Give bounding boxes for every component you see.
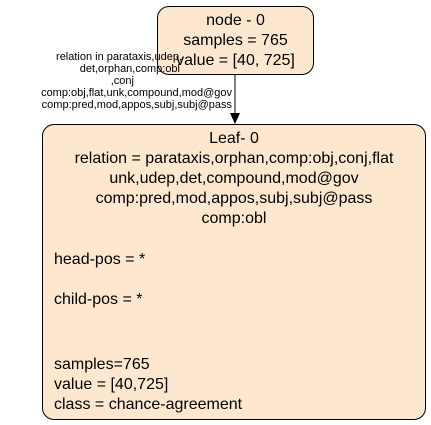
leaf-relation-line: relation = parataxis,orphan,comp:obj,con… <box>74 150 394 167</box>
root-samples: samples = 765 <box>183 32 288 49</box>
leaf-child-pos: child-pos = * <box>54 291 143 308</box>
root-value: value = [40, 725] <box>176 52 295 69</box>
root-node: node - 0 samples = 765 value = [40, 725] <box>157 6 314 75</box>
edge-label-line: comp:obj,flat,unk,compound,mod@gov <box>41 87 232 99</box>
leaf-value: value = [40,725] <box>54 376 169 393</box>
edge-label-line: ,conj <box>110 75 134 87</box>
leaf-class: class = chance-agreement <box>54 396 243 413</box>
leaf-title: Leaf- 0 <box>209 130 259 147</box>
leaf-head-pos: head-pos = * <box>54 251 146 268</box>
leaf-node: Leaf- 0 relation = parataxis,orphan,comp… <box>42 124 426 420</box>
leaf-relation-line: comp:pred,mod,appos,subj,subj@pass <box>95 190 373 207</box>
edge-arrowhead <box>230 113 240 124</box>
leaf-relation-line: unk,udep,det,compound,mod@gov <box>109 170 359 187</box>
root-title: node - 0 <box>206 12 265 29</box>
leaf-relation-line: comp:obl <box>201 210 267 227</box>
edge-label: relation in parataxis,udep, det,orphan,c… <box>0 51 232 111</box>
edge-label-line: relation in parataxis,udep, <box>56 51 182 63</box>
edge-label-line: comp:pred,mod,appos,subj,subj@pass <box>41 99 232 111</box>
edge-label-line: det,orphan,comp:obl <box>79 63 180 75</box>
leaf-samples: samples=765 <box>54 356 150 373</box>
